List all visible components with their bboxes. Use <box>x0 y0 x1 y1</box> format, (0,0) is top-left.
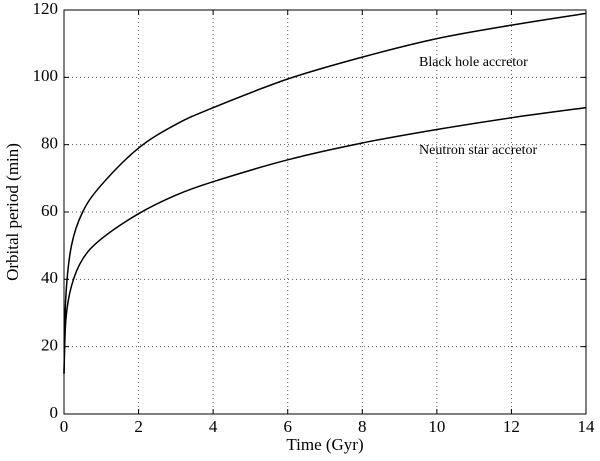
x-tick-label: 4 <box>209 417 218 436</box>
line-series <box>63 12 587 374</box>
y-tick-label: 40 <box>41 268 58 287</box>
y-tick-label: 80 <box>41 134 58 153</box>
x-tick-label: 12 <box>503 417 520 436</box>
x-tick-label: 0 <box>60 417 69 436</box>
y-tick-label: 100 <box>33 66 59 85</box>
y-axis-label: Orbital period (min) <box>3 143 22 281</box>
annotation: Black hole accretor <box>419 55 528 70</box>
x-axis-label: Time (Gyr) <box>286 435 363 454</box>
y-tick-label: 120 <box>33 0 59 18</box>
line-series <box>63 106 587 374</box>
annotation: Neutron star accretor <box>419 143 537 158</box>
y-tick-label: 0 <box>50 403 59 422</box>
y-tick-label: 60 <box>41 201 58 220</box>
y-tick-label: 20 <box>41 336 58 355</box>
x-tick-label: 2 <box>134 417 143 436</box>
x-tick-label: 14 <box>578 417 596 436</box>
x-tick-label: 6 <box>283 417 292 436</box>
plot-frame <box>63 9 587 415</box>
x-tick-label: 10 <box>428 417 445 436</box>
x-tick-label: 8 <box>358 417 367 436</box>
